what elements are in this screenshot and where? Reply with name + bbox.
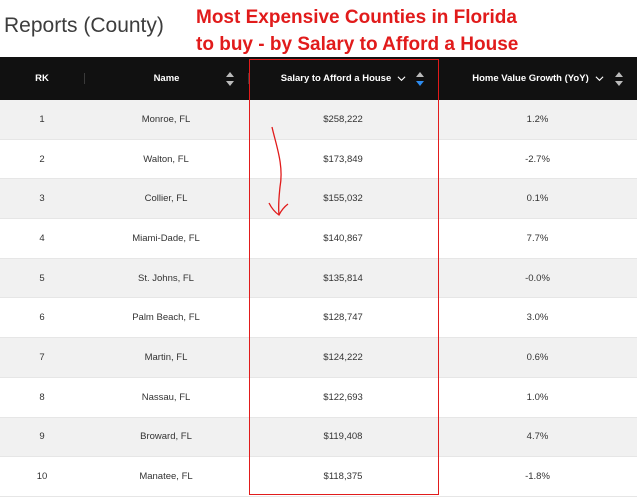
name-cell: Martin, FL [144, 351, 188, 363]
rk-cell: 9 [39, 431, 45, 443]
salary-cell: $128,747 [323, 312, 363, 324]
table-row[interactable]: 2 Walton, FL $173,849 -2.7% [0, 140, 637, 180]
chevron-down-icon[interactable] [595, 74, 604, 83]
table-header: RK Name Salary to Afford a House Home Va… [0, 57, 637, 100]
rk-cell: 3 [39, 193, 45, 205]
table-row[interactable]: 6 Palm Beach, FL $128,747 3.0% [0, 298, 637, 339]
table-row[interactable]: 1 Monroe, FL $258,222 1.2% [0, 100, 637, 140]
header-salary-label: Salary to Afford a House [280, 73, 392, 84]
rk-cell: 8 [39, 391, 45, 403]
salary-cell: $135,814 [323, 272, 363, 284]
growth-cell: -0.0% [525, 272, 550, 284]
header-growth-label: Home Value Growth (YoY) [472, 73, 589, 84]
salary-cell: $155,032 [323, 193, 363, 205]
annotation-line-1: Most Expensive Counties in Florida [196, 7, 517, 28]
table-row[interactable]: 5 St. Johns, FL $135,814 -0.0% [0, 258, 637, 299]
rk-cell: 4 [39, 232, 45, 244]
name-cell: Palm Beach, FL [132, 312, 200, 324]
rk-cell: 2 [39, 153, 45, 165]
header-salary[interactable]: Salary to Afford a House [248, 71, 438, 86]
report-table: RK Name Salary to Afford a House Home Va… [0, 57, 637, 497]
salary-cell: $258,222 [323, 113, 363, 125]
name-cell: St. Johns, FL [138, 272, 194, 284]
chevron-down-icon[interactable] [397, 74, 406, 83]
name-cell: Collier, FL [144, 193, 188, 205]
growth-cell: 7.7% [526, 232, 549, 244]
salary-cell: $140,867 [323, 232, 363, 244]
header-name-label: Name [153, 73, 180, 84]
sort-icon[interactable] [615, 71, 623, 86]
header-growth[interactable]: Home Value Growth (YoY) [438, 71, 637, 86]
growth-cell: 3.0% [526, 312, 549, 324]
salary-cell: $124,222 [323, 351, 363, 363]
sort-icon[interactable] [226, 71, 234, 86]
name-cell: Manatee, FL [139, 471, 193, 483]
name-cell: Monroe, FL [141, 113, 191, 125]
rk-cell: 5 [39, 272, 45, 284]
growth-cell: 4.7% [526, 431, 549, 443]
rk-cell: 6 [39, 312, 45, 324]
table-row[interactable]: 3 Collier, FL $155,032 0.1% [0, 179, 637, 220]
rk-cell: 10 [36, 471, 48, 483]
header-name[interactable]: Name [84, 71, 248, 86]
salary-cell: $122,693 [323, 391, 363, 403]
growth-cell: 0.6% [526, 351, 549, 363]
salary-cell: $119,408 [323, 431, 363, 443]
header-rk-label: RK [35, 73, 49, 84]
rk-cell: 7 [39, 351, 45, 363]
growth-cell: 0.1% [526, 193, 549, 205]
table-row[interactable]: 4 Miami-Dade, FL $140,867 7.7% [0, 219, 637, 259]
salary-cell: $173,849 [323, 153, 363, 165]
table-row[interactable]: 10 Manatee, FL $118,375 -1.8% [0, 457, 637, 497]
rk-cell: 1 [39, 113, 45, 125]
growth-cell: 1.2% [526, 113, 549, 125]
hand-drawn-arrow-icon [268, 126, 289, 216]
name-cell: Walton, FL [143, 153, 189, 165]
table-row[interactable]: 9 Broward, FL $119,408 4.7% [0, 417, 637, 458]
name-cell: Broward, FL [140, 431, 192, 443]
sort-icon[interactable] [416, 71, 424, 86]
name-cell: Miami-Dade, FL [132, 232, 200, 244]
annotation-line-2: to buy - by Salary to Afford a House [196, 34, 519, 55]
growth-cell: -1.8% [525, 471, 550, 483]
growth-cell: 1.0% [526, 391, 549, 403]
name-cell: Nassau, FL [141, 391, 191, 403]
table-row[interactable]: 7 Martin, FL $124,222 0.6% [0, 338, 637, 378]
salary-cell: $118,375 [323, 471, 363, 483]
annotation-title: Most Expensive Counties in Florida to bu… [196, 4, 556, 58]
growth-cell: -2.7% [525, 153, 550, 165]
page-title: Reports (County) [4, 14, 164, 37]
table-row[interactable]: 8 Nassau, FL $122,693 1.0% [0, 378, 637, 418]
header-rk[interactable]: RK [0, 73, 84, 84]
